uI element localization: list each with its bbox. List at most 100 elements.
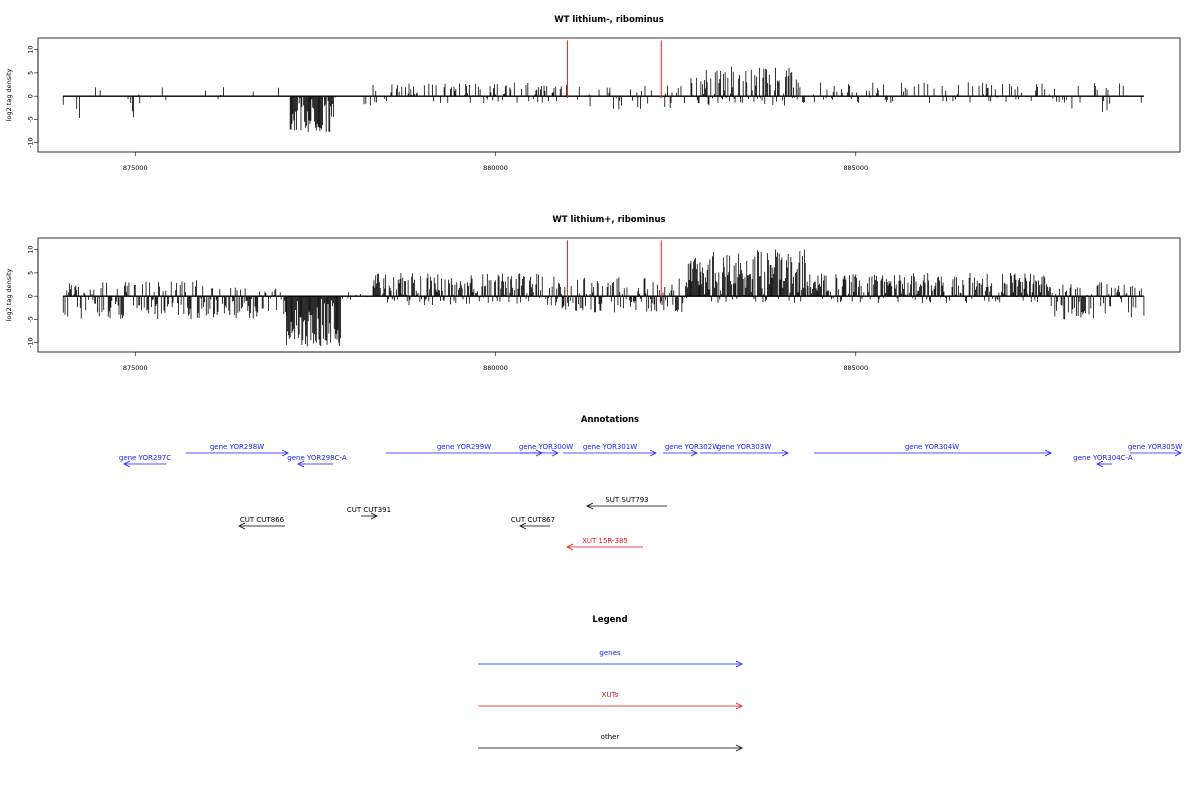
arrow-head (1044, 449, 1052, 457)
x-tick-label: 880000 (483, 164, 508, 172)
y-tick-label: 5 (26, 271, 34, 275)
legend-arrow (478, 744, 743, 752)
y-tick-label: 10 (26, 45, 34, 53)
annotation-arrow (563, 449, 657, 457)
arrow-head (566, 543, 574, 551)
legend-label: genes (599, 649, 620, 657)
x-tick-label: 885000 (843, 364, 868, 372)
y-axis: 10 5 0 -5 -10 log2 tag density (5, 245, 39, 348)
arrow-head (281, 449, 289, 457)
annotation-label: gene YOR304C-A (1073, 454, 1133, 462)
annotation-label: SUT SUT793 (605, 496, 648, 504)
arrow-head (297, 460, 305, 468)
arrow-head (519, 522, 527, 530)
annotation-arrow (520, 449, 559, 457)
legend-title: Legend (592, 615, 627, 625)
x-tick-label: 875000 (123, 364, 148, 372)
x-tick-label: 885000 (843, 164, 868, 172)
annotation-gene: gene YOR304W (814, 443, 1052, 457)
x-axis: 875000 880000 885000 (123, 351, 868, 372)
arrow-head (238, 522, 246, 530)
annotation-label: gene YOR301W (583, 443, 637, 451)
annotation-label: gene YOR303W (717, 443, 771, 451)
annotation-label: XUT 15R-385 (582, 537, 628, 545)
annotation-arrow (297, 460, 333, 468)
y-tick-label: 10 (26, 245, 34, 253)
arrow-head (735, 744, 743, 752)
arrow-head (1096, 460, 1104, 468)
annotation-gene: gene YOR304C-A (1073, 454, 1133, 468)
y-axis: 10 5 0 -5 -10 log2 tag density (5, 45, 39, 148)
y-axis-label: log2 tag density (5, 69, 13, 122)
y-tick-label: -5 (26, 316, 34, 322)
annotation-arrow (361, 512, 378, 520)
y-axis-label: log2 tag density (5, 269, 13, 322)
annotation-gene: gene YOR300W (519, 443, 573, 457)
annotation-arrow (186, 449, 289, 457)
annotation-arrow (123, 460, 166, 468)
legend-item-gene: genes (478, 649, 743, 668)
annotation-gene: gene YOR298W (186, 443, 289, 457)
y-tick-label: 0 (26, 294, 34, 298)
y-tick-label: 0 (26, 94, 34, 98)
arrow-head (123, 460, 131, 468)
annotation-arrow (663, 449, 698, 457)
arrow-head (735, 702, 743, 710)
annotation-arrow (1130, 449, 1182, 457)
panel-title: WT lithium-, ribominus (554, 15, 664, 25)
legend-item-other: other (478, 733, 743, 752)
annotation-gene: gene YOR303W (700, 443, 789, 457)
annotation-other: SUT SUT793 (586, 496, 667, 510)
arrow-head (690, 449, 698, 457)
y-tick-label: -10 (26, 137, 34, 148)
panel-title: WT lithium+, ribominus (552, 215, 665, 225)
arrow-head (586, 502, 594, 510)
annotation-arrow (586, 502, 667, 510)
annotation-gene: gene YOR297C (119, 454, 171, 468)
annotation-label: gene YOR298W (210, 443, 264, 451)
annotation-label: gene YOR298C-A (287, 454, 347, 462)
legend-label: other (601, 733, 620, 741)
annotation-other: CUT CUT866 (238, 516, 285, 530)
arrow-head (781, 449, 789, 457)
annotation-label: gene YOR297C (119, 454, 171, 462)
annotation-label: gene YOR304W (905, 443, 959, 451)
annotation-other: CUT CUT391 (347, 506, 391, 520)
annotation-arrow (238, 522, 285, 530)
annotation-label: CUT CUT391 (347, 506, 391, 514)
y-tick-label: -10 (26, 337, 34, 348)
annotation-label: gene YOR305W (1128, 443, 1182, 451)
density-bars (62, 66, 1142, 133)
annotation-xut: XUT 15R-385 (566, 537, 643, 551)
annotation-gene: gene YOR298C-A (287, 454, 347, 468)
annotation-label: gene YOR299W (437, 443, 491, 451)
legend-label: XUTs (602, 691, 619, 699)
track-panel-2: WT lithium+, ribominus 10 5 0 -5 -10 log2 tag … (5, 215, 1181, 372)
x-tick-label: 880000 (483, 364, 508, 372)
x-axis: 875000 880000 885000 (123, 151, 868, 172)
annotation-arrow (519, 522, 550, 530)
arrow-head (370, 512, 378, 520)
arrow-head (1174, 449, 1182, 457)
annotation-arrow (700, 449, 789, 457)
plot-frame (37, 237, 1181, 353)
annotation-arrow (1096, 460, 1112, 468)
annotation-gene: gene YOR301W (563, 443, 657, 457)
annotation-label: gene YOR300W (519, 443, 573, 451)
arrow-head (551, 449, 559, 457)
annotation-label: CUT CUT867 (511, 516, 555, 524)
x-tick-label: 875000 (123, 164, 148, 172)
legend-panel: Legend genes XUTs other (478, 615, 743, 752)
annotation-label: gene YOR302W (665, 443, 719, 451)
y-tick-label: -5 (26, 116, 34, 122)
annotation-other: CUT CUT867 (511, 516, 555, 530)
legend-arrow (478, 660, 743, 668)
annotations-title: Annotations (581, 415, 639, 425)
arrow-head (735, 660, 743, 668)
annotation-gene: gene YOR302W (663, 443, 719, 457)
density-bars (62, 249, 1145, 347)
annotation-arrow (566, 543, 643, 551)
arrow-head (649, 449, 657, 457)
legend-arrow (478, 702, 743, 710)
